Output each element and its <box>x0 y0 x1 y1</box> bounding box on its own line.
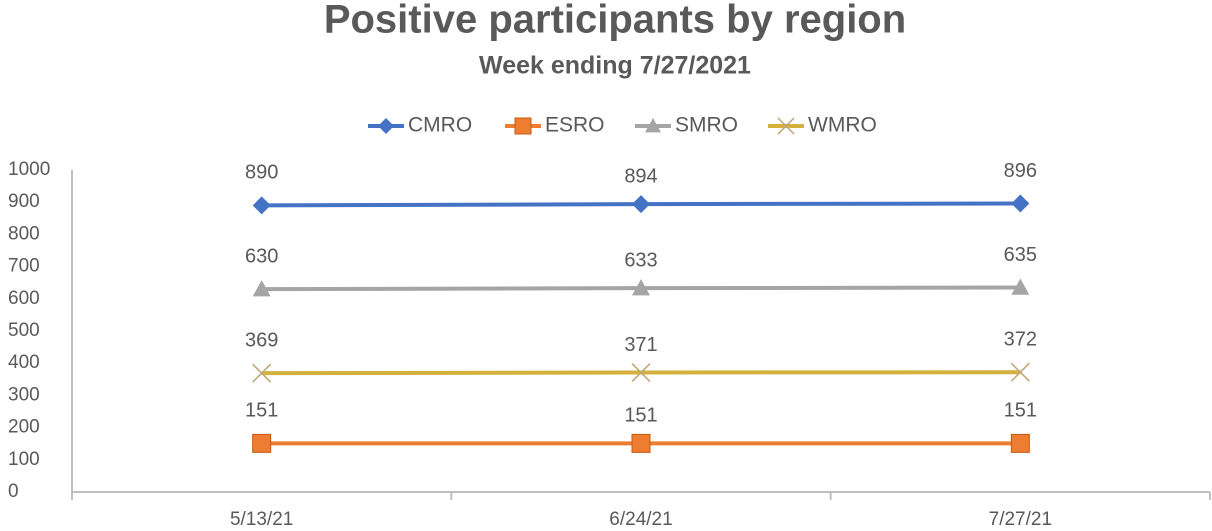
data-label: 151 <box>1004 400 1037 422</box>
marker <box>252 433 272 453</box>
data-label: 371 <box>624 334 657 356</box>
y-tick-label: 700 <box>8 256 40 277</box>
y-tick-label: 200 <box>8 417 40 438</box>
data-label: 896 <box>1004 160 1037 182</box>
legend-label: WMRO <box>808 114 877 137</box>
data-label: 633 <box>624 249 657 271</box>
marker <box>1011 278 1030 295</box>
y-tick-label: 1000 <box>8 159 50 180</box>
y-tick-label: 500 <box>8 320 40 341</box>
y-tick-label: 800 <box>8 223 40 244</box>
y-tick-label: 100 <box>8 449 40 470</box>
marker <box>632 195 650 214</box>
y-tick-label: 300 <box>8 384 40 405</box>
x-tick-label: 5/13/21 <box>230 509 293 530</box>
data-label: 635 <box>1004 244 1037 266</box>
marker <box>631 433 651 453</box>
marker <box>378 118 394 134</box>
marker <box>645 118 661 133</box>
data-label: 890 <box>245 162 278 184</box>
x-tick-label: 6/24/21 <box>609 509 672 530</box>
data-label: 630 <box>245 245 278 267</box>
marker <box>514 117 532 135</box>
legend-label: ESRO <box>545 114 605 137</box>
data-label: 151 <box>245 400 278 422</box>
y-tick-label: 400 <box>8 352 40 373</box>
marker <box>1010 362 1030 382</box>
chart-title: Positive participants by region <box>324 0 906 42</box>
marker <box>1011 194 1030 213</box>
data-label: 372 <box>1004 328 1037 350</box>
data-label: 894 <box>624 165 657 187</box>
marker <box>252 363 272 383</box>
marker <box>252 280 271 297</box>
data-label: 151 <box>624 405 657 427</box>
y-tick-label: 600 <box>8 288 40 309</box>
marker <box>1010 433 1030 453</box>
marker <box>631 363 651 383</box>
y-tick-label: 900 <box>8 191 40 212</box>
marker <box>252 196 271 215</box>
legend-label: CMRO <box>408 114 472 137</box>
marker <box>632 279 650 296</box>
chart-subtitle: Week ending 7/27/2021 <box>479 52 751 80</box>
y-tick-label: 0 <box>8 481 19 502</box>
legend-label: SMRO <box>675 114 738 137</box>
data-label: 369 <box>245 329 278 351</box>
marker <box>777 117 795 135</box>
x-tick-label: 7/27/21 <box>989 509 1052 530</box>
